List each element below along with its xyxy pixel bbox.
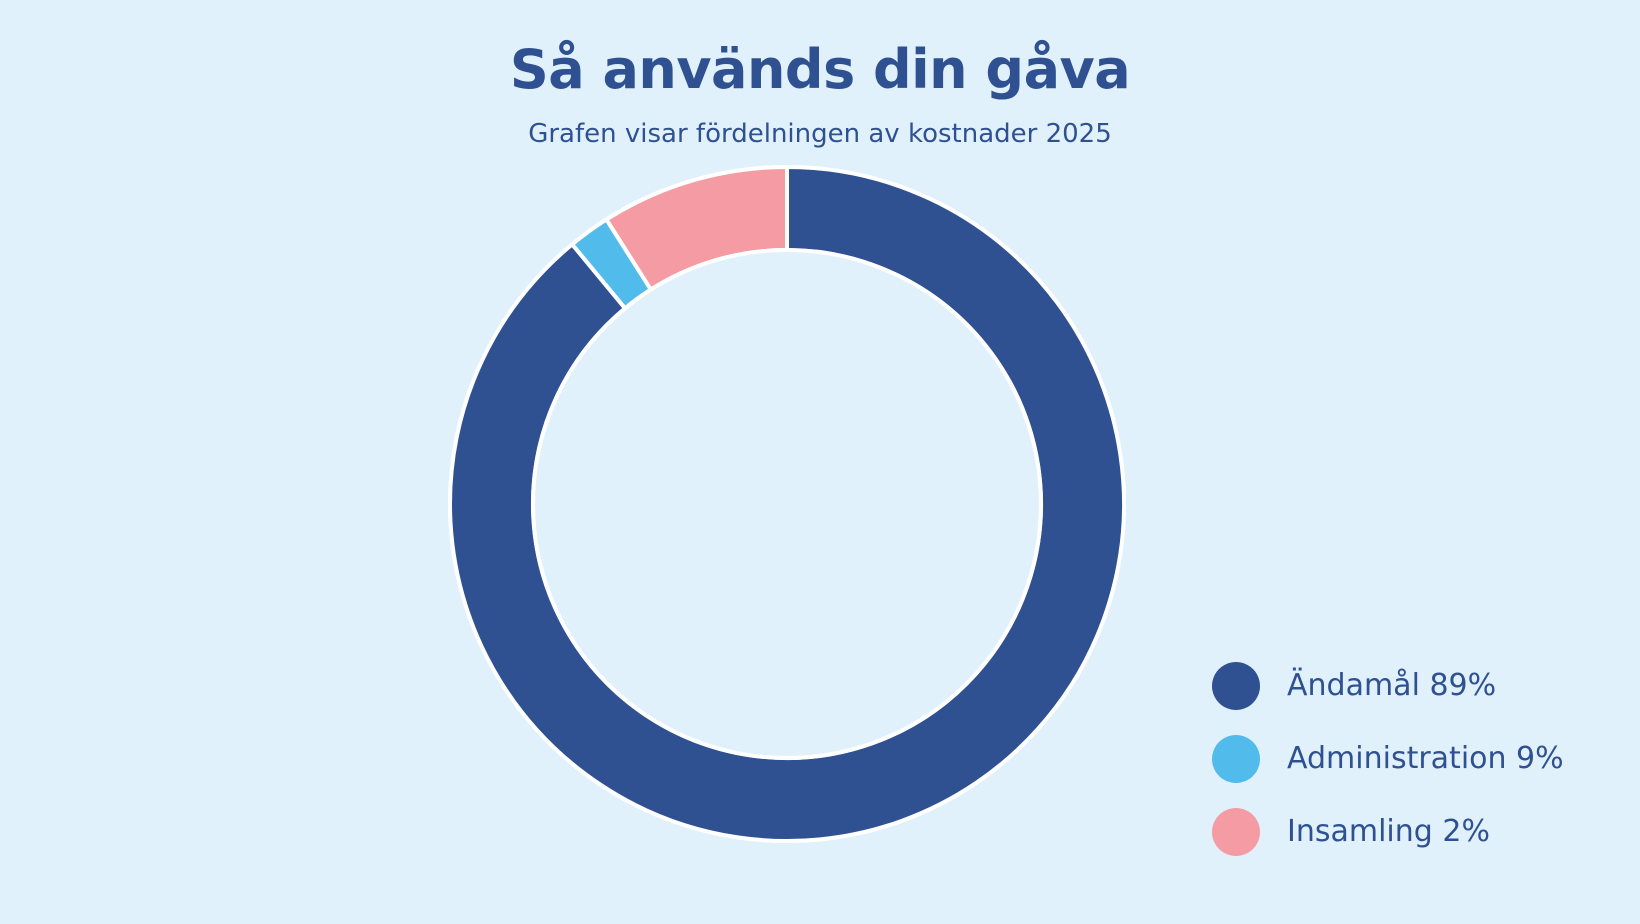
legend-swatch-insamling xyxy=(1212,808,1260,856)
legend-label-administration: Administration 9% xyxy=(1287,741,1564,776)
chart-subtitle: Grafen visar fördelningen av kostnader 2… xyxy=(528,119,1112,149)
legend-label-andamal: Ändamål 89% xyxy=(1287,668,1497,703)
donut-hole xyxy=(531,248,1043,760)
legend-label-insamling: Insamling 2% xyxy=(1287,814,1490,849)
legend-swatch-administration xyxy=(1212,735,1260,783)
chart-title: Så används din gåva xyxy=(509,38,1131,101)
legend-swatch-andamal xyxy=(1212,662,1260,710)
